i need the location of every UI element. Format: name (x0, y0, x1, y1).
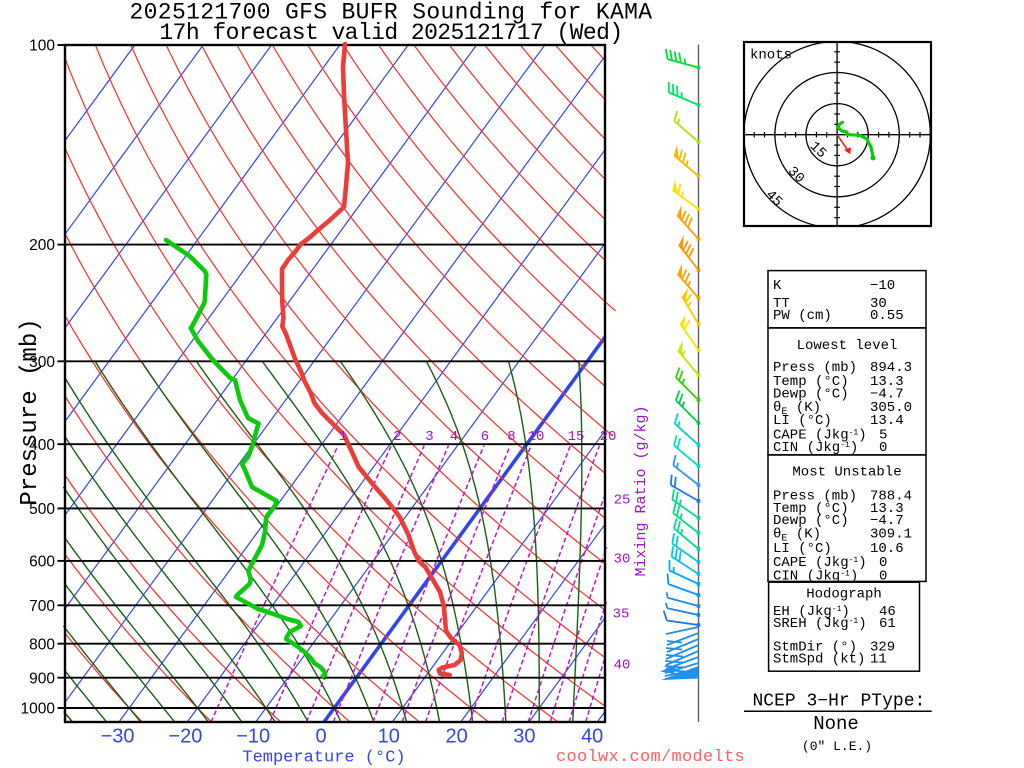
svg-text:TT: TT (773, 296, 790, 312)
svg-text:13.4: 13.4 (870, 413, 904, 429)
svg-text:4: 4 (450, 429, 458, 445)
svg-text:10: 10 (378, 726, 400, 748)
svg-text:8: 8 (507, 429, 515, 445)
svg-text:15: 15 (568, 429, 585, 445)
svg-text:−4.7: −4.7 (870, 386, 904, 402)
svg-text:Mixing Ratio (g/kg): Mixing Ratio (g/kg) (633, 405, 650, 576)
svg-text:LI (°C): LI (°C) (773, 413, 832, 429)
svg-text:None: None (813, 713, 859, 735)
svg-text:Lowest level: Lowest level (797, 338, 898, 354)
svg-text:400: 400 (29, 437, 55, 454)
svg-text:1000: 1000 (21, 701, 56, 718)
svg-text:10.6: 10.6 (870, 541, 904, 557)
svg-text:0: 0 (315, 726, 326, 748)
svg-text:2025121700 GFS BUFR Sounding f: 2025121700 GFS BUFR Sounding for KAMA (130, 0, 653, 26)
svg-text:coolwx.com/modelts: coolwx.com/modelts (556, 748, 745, 767)
svg-text:Press (mb): Press (mb) (773, 360, 857, 376)
svg-text:Temp (°C): Temp (°C) (773, 374, 849, 390)
svg-text:PW (cm): PW (cm) (773, 308, 832, 324)
svg-text:15: 15 (806, 139, 829, 162)
svg-text:900: 900 (29, 670, 55, 687)
svg-text:13.3: 13.3 (870, 501, 904, 517)
svg-text:700: 700 (29, 598, 55, 615)
svg-text:894.3: 894.3 (870, 360, 912, 376)
svg-text:309.1: 309.1 (870, 527, 912, 543)
svg-text:CAPE (Jkg-1): CAPE (Jkg-1) (773, 427, 867, 443)
svg-text:10: 10 (528, 429, 545, 445)
svg-text:3: 3 (425, 429, 433, 445)
svg-text:CIN (Jkg-1): CIN (Jkg-1) (773, 569, 858, 585)
svg-text:Temperature (°C): Temperature (°C) (242, 749, 405, 768)
svg-text:5: 5 (879, 427, 887, 443)
svg-text:200: 200 (29, 237, 55, 254)
svg-text:100: 100 (29, 38, 55, 55)
svg-text:−10: −10 (870, 278, 895, 294)
svg-text:Pressure (mb): Pressure (mb) (17, 318, 44, 505)
svg-text:13.3: 13.3 (870, 374, 904, 390)
svg-text:knots: knots (750, 48, 792, 64)
svg-text:30: 30 (513, 726, 535, 748)
svg-text:−10: −10 (236, 726, 270, 748)
svg-text:329: 329 (870, 640, 895, 656)
svg-text:35: 35 (613, 607, 630, 623)
svg-text:11: 11 (870, 652, 887, 668)
svg-text:61: 61 (879, 616, 896, 632)
svg-text:788.4: 788.4 (870, 489, 912, 505)
svg-text:0: 0 (879, 569, 887, 585)
svg-text:2: 2 (393, 429, 401, 445)
svg-text:(0" L.E.): (0" L.E.) (802, 739, 872, 754)
svg-text:30: 30 (870, 296, 887, 312)
svg-text:30: 30 (784, 164, 807, 187)
svg-text:17h forecast valid 2025121717: 17h forecast valid 2025121717 (Wed) (159, 20, 622, 46)
svg-text:0: 0 (879, 555, 887, 571)
svg-text:305.0: 305.0 (870, 400, 912, 416)
svg-text:EH (Jkg-1): EH (Jkg-1) (773, 604, 850, 620)
svg-text:Hodograph: Hodograph (806, 586, 882, 602)
svg-text:40: 40 (581, 726, 603, 748)
svg-text:Temp (°C): Temp (°C) (773, 501, 849, 517)
svg-text:45: 45 (762, 187, 785, 210)
svg-text:500: 500 (29, 501, 55, 518)
svg-text:0.55: 0.55 (870, 308, 904, 324)
svg-text:−4.7: −4.7 (870, 513, 904, 529)
svg-text:−20: −20 (168, 726, 202, 748)
svg-text:25: 25 (614, 493, 631, 509)
svg-text:20: 20 (445, 726, 467, 748)
svg-text:NCEP 3−Hr PType:: NCEP 3−Hr PType: (752, 692, 925, 712)
svg-text:CIN (Jkg-1): CIN (Jkg-1) (773, 440, 858, 456)
svg-text:Most Unstable: Most Unstable (792, 465, 901, 481)
svg-text:K: K (773, 278, 782, 294)
svg-text:−30: −30 (101, 726, 135, 748)
svg-text:30: 30 (614, 552, 631, 568)
svg-text:CAPE (Jkg-1): CAPE (Jkg-1) (773, 555, 867, 571)
svg-text:300: 300 (29, 354, 55, 371)
svg-text:StmSpd (kt): StmSpd (kt) (773, 652, 865, 668)
svg-text:46: 46 (879, 604, 896, 620)
svg-text:0: 0 (879, 440, 887, 456)
svg-text:40: 40 (614, 658, 631, 674)
svg-text:6: 6 (481, 429, 489, 445)
svg-text:20: 20 (600, 429, 617, 445)
svg-text:LI (°C): LI (°C) (773, 541, 832, 557)
svg-text:Press (mb): Press (mb) (773, 489, 857, 505)
svg-text:600: 600 (29, 554, 55, 571)
svg-text:800: 800 (29, 636, 55, 653)
svg-text:Dewp (°C): Dewp (°C) (773, 386, 849, 402)
svg-text:Dewp (°C): Dewp (°C) (773, 513, 849, 529)
svg-text:1: 1 (339, 429, 347, 445)
svg-text:SREH (Jkg-1): SREH (Jkg-1) (773, 616, 867, 632)
svg-text:StmDir (°): StmDir (°) (773, 640, 857, 656)
